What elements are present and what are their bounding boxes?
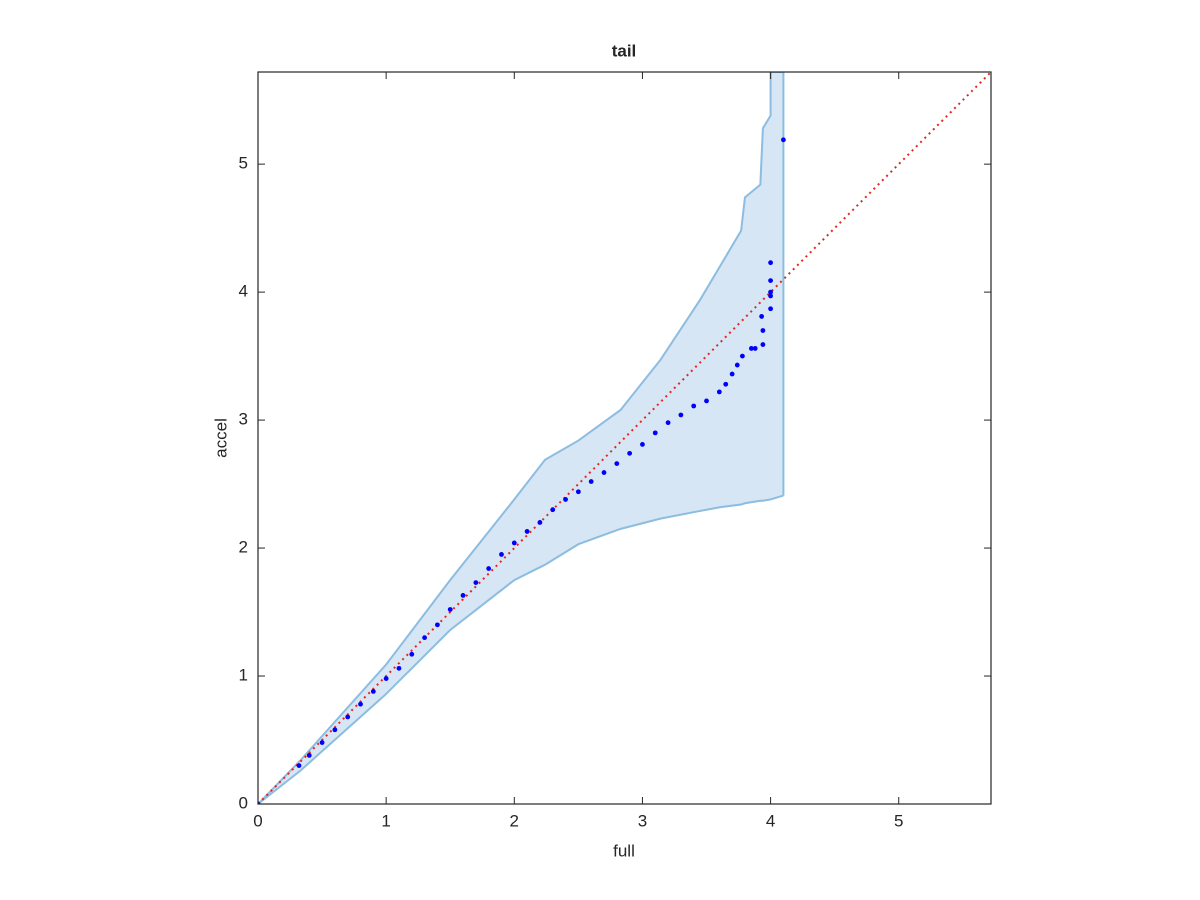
y-tick-label: 2 bbox=[239, 538, 248, 557]
point bbox=[614, 461, 620, 466]
point bbox=[358, 701, 363, 707]
point bbox=[396, 665, 402, 671]
point bbox=[760, 342, 766, 347]
y-axis-label: accel bbox=[211, 418, 230, 458]
point bbox=[729, 371, 735, 377]
x-axis-label: full bbox=[613, 841, 635, 860]
point bbox=[665, 420, 671, 426]
x-tick-label: 0 bbox=[253, 811, 262, 830]
x-tick-label: 1 bbox=[381, 811, 390, 830]
point bbox=[768, 306, 773, 312]
point bbox=[716, 389, 722, 395]
confidence-band bbox=[258, 72, 784, 804]
point bbox=[435, 622, 440, 628]
point bbox=[422, 635, 427, 641]
point bbox=[537, 520, 543, 525]
point bbox=[768, 260, 773, 266]
point bbox=[409, 651, 415, 657]
point bbox=[575, 489, 581, 495]
chart-title: tail bbox=[612, 41, 637, 60]
point bbox=[627, 450, 633, 456]
reference-line bbox=[258, 72, 991, 804]
point bbox=[524, 529, 530, 534]
x-tick-label: 5 bbox=[894, 811, 903, 830]
point bbox=[447, 607, 453, 612]
point bbox=[759, 314, 765, 319]
point bbox=[319, 740, 325, 745]
point bbox=[486, 566, 492, 571]
point bbox=[588, 479, 594, 484]
point bbox=[332, 727, 338, 733]
plot-area bbox=[258, 72, 991, 804]
point bbox=[563, 497, 568, 502]
y-tick-label: 5 bbox=[239, 154, 248, 173]
point bbox=[345, 714, 351, 720]
point bbox=[306, 752, 312, 758]
point bbox=[550, 507, 556, 513]
x-tick-label: 3 bbox=[638, 811, 647, 830]
point bbox=[768, 278, 773, 283]
point bbox=[748, 346, 754, 351]
point bbox=[723, 381, 729, 387]
point bbox=[511, 540, 517, 546]
point bbox=[691, 403, 697, 409]
point bbox=[704, 398, 709, 404]
x-tick-label: 2 bbox=[510, 811, 519, 830]
point bbox=[473, 580, 479, 586]
point bbox=[760, 328, 766, 333]
y-tick-label: 4 bbox=[239, 282, 248, 301]
point bbox=[640, 441, 645, 447]
point bbox=[296, 763, 302, 769]
point bbox=[752, 346, 758, 351]
point bbox=[499, 552, 504, 557]
point bbox=[601, 470, 607, 475]
point bbox=[652, 430, 658, 436]
point bbox=[370, 688, 376, 694]
point bbox=[383, 676, 389, 681]
point bbox=[739, 353, 745, 359]
y-tick-label: 0 bbox=[239, 793, 248, 812]
point bbox=[768, 289, 773, 295]
x-tick-label: 4 bbox=[766, 811, 775, 830]
point bbox=[460, 593, 466, 598]
point bbox=[734, 362, 740, 368]
axes-box bbox=[257, 71, 992, 805]
band-upper-edge bbox=[258, 72, 784, 804]
band-lower-edge bbox=[258, 494, 784, 804]
y-tick-label: 3 bbox=[239, 410, 248, 429]
point bbox=[768, 293, 773, 299]
point bbox=[781, 137, 786, 143]
point bbox=[678, 412, 684, 418]
y-tick-label: 1 bbox=[239, 666, 248, 685]
